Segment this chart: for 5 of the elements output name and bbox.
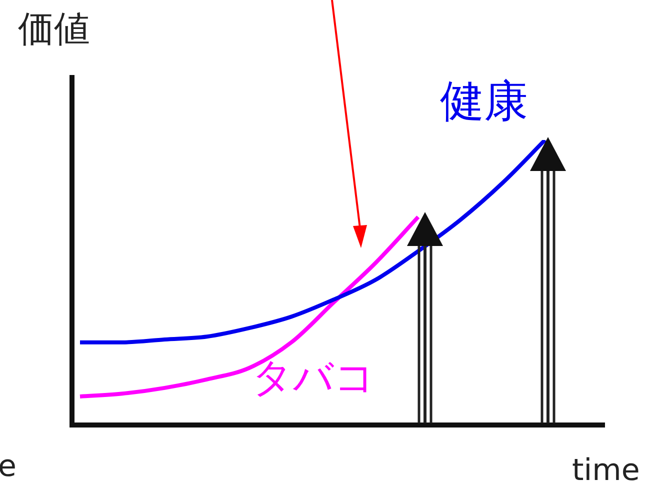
series-label: 健康: [440, 76, 528, 127]
text: e: [0, 449, 16, 484]
y-axis-title: 価値: [18, 9, 90, 50]
series-label: タバコ: [252, 355, 375, 401]
text: time: [572, 453, 640, 488]
